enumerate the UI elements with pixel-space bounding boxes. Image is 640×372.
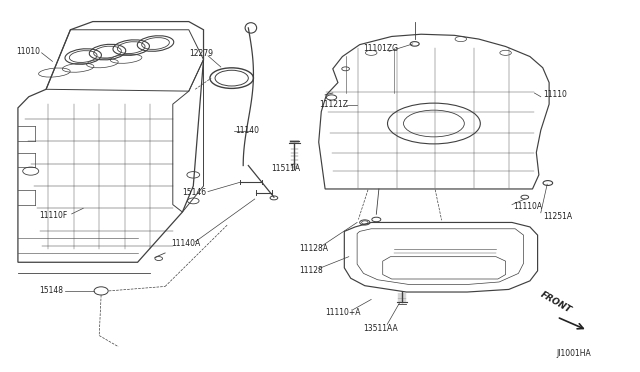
Text: 11140: 11140 — [236, 126, 260, 135]
Text: 15148: 15148 — [40, 286, 64, 295]
Text: 11128: 11128 — [300, 266, 323, 275]
Text: JI1001HA: JI1001HA — [557, 349, 591, 358]
Text: 11121Z: 11121Z — [319, 100, 348, 109]
Text: 11110A: 11110A — [513, 202, 543, 211]
Text: 11511A: 11511A — [271, 164, 301, 173]
Text: 11010: 11010 — [16, 47, 40, 56]
Text: 11110: 11110 — [543, 90, 566, 99]
Text: 11140A: 11140A — [172, 239, 201, 248]
Text: 13511AA: 13511AA — [364, 324, 398, 333]
Text: 11251A: 11251A — [543, 212, 572, 221]
Text: 15146: 15146 — [182, 188, 207, 197]
Text: 11110+A: 11110+A — [325, 308, 360, 317]
Text: 12279: 12279 — [189, 49, 212, 58]
Text: 11101ZG: 11101ZG — [364, 44, 399, 53]
Text: 11110F: 11110F — [40, 211, 68, 220]
Text: FRONT: FRONT — [539, 290, 573, 315]
Text: 11128A: 11128A — [300, 244, 328, 253]
